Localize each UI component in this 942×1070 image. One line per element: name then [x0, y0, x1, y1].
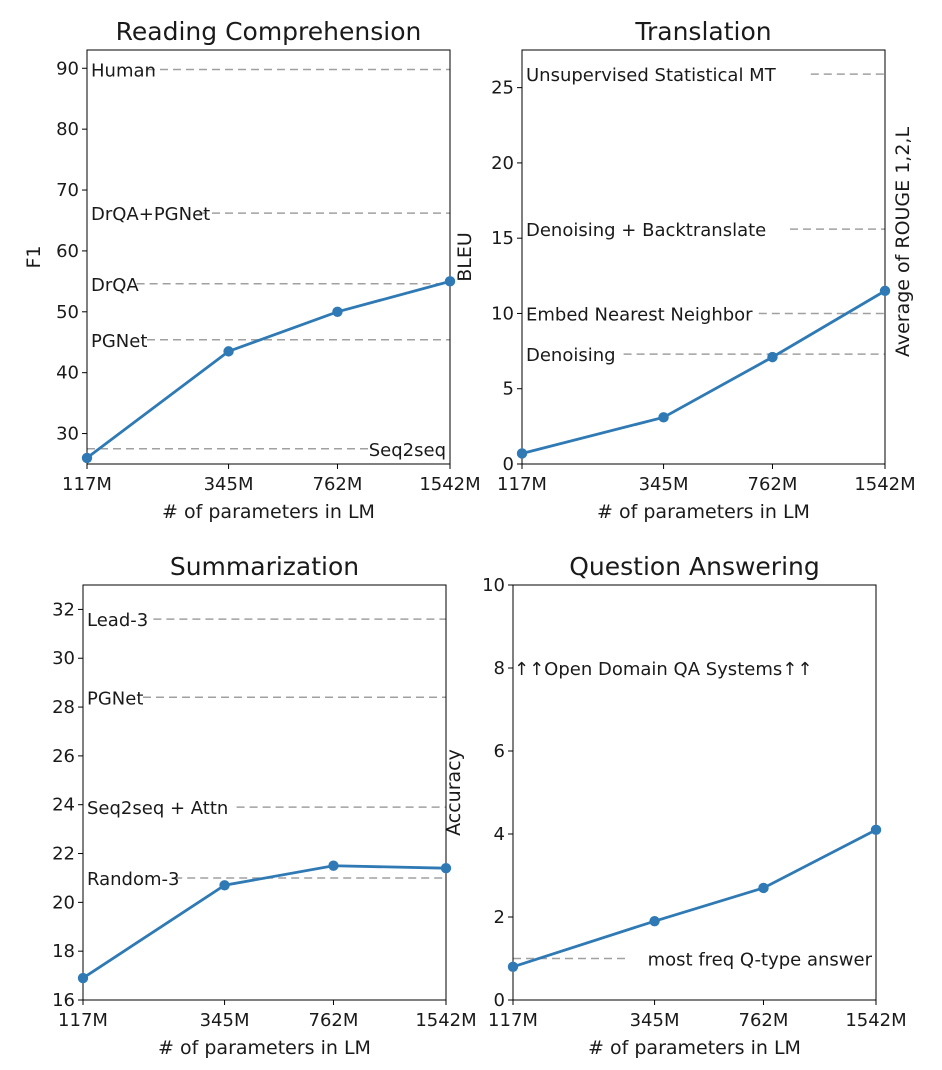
reading-data-point: [332, 306, 343, 317]
summarization-ytick-label: 24: [52, 795, 75, 816]
reading-xlabel: # of parameters in LM: [162, 501, 375, 523]
reading-data-point: [223, 346, 234, 357]
translation-ytick-label: 25: [491, 78, 514, 99]
translation-data-point: [767, 351, 778, 363]
qa-title: Question Answering: [569, 552, 820, 581]
translation-series-line: [521, 289, 886, 455]
reading-xtick-label: 345M: [204, 474, 254, 495]
translation-ytick-label: 10: [491, 303, 514, 324]
summarization-xtick-label: 117M: [58, 1010, 108, 1031]
summarization-ref-label: Seq2seq + Attn: [87, 798, 228, 819]
reading-series-line: [86, 280, 451, 460]
summarization-ytick-label: 20: [52, 892, 75, 913]
translation-ytick-label: 5: [503, 379, 514, 400]
qa-data-point: [649, 915, 660, 927]
reading-ref-label: PGNet: [91, 331, 147, 352]
reading-ytick-label: 50: [56, 302, 79, 323]
reading-ref-label: DrQA: [91, 275, 139, 296]
reading-ytick-label: 30: [56, 424, 79, 445]
translation-data-point: [516, 448, 528, 459]
reading-xtick-label: 762M: [313, 474, 363, 495]
translation-ytick-label: 20: [491, 153, 514, 174]
reading-title: Reading Comprehension: [116, 17, 422, 46]
qa-ytick-label: 0: [494, 990, 505, 1011]
reading-ylabel: F1: [23, 245, 45, 268]
qa-ref-label: most freq Q-type answer: [648, 950, 873, 971]
qa-ytick-label: 2: [494, 907, 505, 928]
translation-ref-label: Denoising: [526, 345, 616, 366]
qa-ylabel: Accuracy: [443, 749, 465, 836]
qa-ytick-label: 10: [482, 575, 505, 596]
summarization-series-line: [82, 864, 447, 980]
reading-xtick-label: 117M: [62, 474, 112, 495]
summarization-xtick-label: 345M: [200, 1010, 250, 1031]
reading-ref-label: Human: [91, 60, 156, 81]
summarization-ytick-label: 18: [52, 941, 75, 962]
qa-plot-frame: [512, 584, 877, 1001]
qa-xtick-label: 345M: [630, 1010, 680, 1031]
reading-plot-frame: [86, 49, 451, 465]
summarization-title: Summarization: [170, 552, 359, 581]
summarization-ytick-label: 32: [52, 599, 75, 620]
summarization-data-point: [77, 972, 89, 984]
summarization-ytick-label: 22: [52, 844, 75, 865]
summarization-ref-label: PGNet: [87, 688, 143, 709]
translation-title: Translation: [634, 17, 771, 46]
translation-ref-label: Unsupervised Statistical MT: [526, 65, 777, 86]
translation-ytick-label: 0: [503, 454, 514, 475]
reading-ytick-label: 40: [56, 363, 79, 384]
summarization-plot-frame: [82, 584, 447, 1001]
qa-xlabel: # of parameters in LM: [588, 1037, 801, 1059]
summarization-xtick-label: 1542M: [415, 1010, 476, 1031]
summarization-data-point: [328, 860, 339, 871]
reading-data-point: [81, 452, 93, 464]
reading-data-point: [444, 276, 456, 287]
reading-ref-label: Seq2seq: [369, 440, 446, 461]
summarization-xlabel: # of parameters in LM: [158, 1037, 371, 1059]
summarization-data-point: [440, 862, 452, 874]
qa-xtick-label: 117M: [488, 1010, 538, 1031]
qa-xtick-label: 762M: [739, 1010, 789, 1031]
translation-xtick-label: 117M: [497, 474, 547, 495]
translation-xtick-label: 1542M: [854, 474, 915, 495]
summarization-ytick-label: 30: [52, 648, 75, 669]
reading-ref-label: DrQA+PGNet: [91, 204, 210, 225]
qa-xtick-label: 1542M: [845, 1010, 906, 1031]
translation-right-ylabel: Average of ROUGE 1,2,L: [892, 127, 914, 358]
translation-plot-frame: [521, 49, 886, 465]
summarization-ytick-label: 26: [52, 746, 75, 767]
qa-ytick-label: 8: [494, 658, 505, 679]
summarization-data-point: [219, 880, 230, 891]
translation-ref-label: Denoising + Backtranslate: [526, 220, 766, 241]
summarization-ref-label: Random-3: [87, 869, 179, 890]
translation-data-point: [658, 412, 669, 423]
reading-ytick-label: 60: [56, 241, 79, 262]
summarization-ytick-label: 28: [52, 697, 75, 718]
reading-ytick-label: 70: [56, 180, 79, 201]
translation-xtick-label: 345M: [639, 474, 689, 495]
translation-ytick-label: 15: [491, 228, 514, 249]
translation-xlabel: # of parameters in LM: [597, 501, 810, 523]
reading-xtick-label: 1542M: [419, 474, 480, 495]
translation-data-point: [879, 285, 891, 297]
translation-xtick-label: 762M: [748, 474, 798, 495]
summarization-xtick-label: 762M: [309, 1010, 359, 1031]
qa-ytick-label: 6: [494, 741, 505, 762]
qa-data-point: [507, 961, 519, 972]
summarization-ref-label: Lead-3: [87, 610, 148, 631]
reading-ytick-label: 90: [56, 58, 79, 79]
qa-data-point: [758, 882, 769, 894]
reading-ytick-label: 80: [56, 119, 79, 140]
qa-ytick-label: 4: [494, 824, 505, 845]
qa-data-point: [870, 824, 882, 836]
qa-annotation: ↑↑Open Domain QA Systems↑↑: [514, 659, 812, 680]
translation-ref-label: Embed Nearest Neighbor: [526, 304, 753, 325]
translation-ylabel: BLEU: [454, 232, 476, 282]
summarization-ytick-label: 16: [52, 990, 75, 1011]
qa-series-line: [512, 828, 877, 969]
